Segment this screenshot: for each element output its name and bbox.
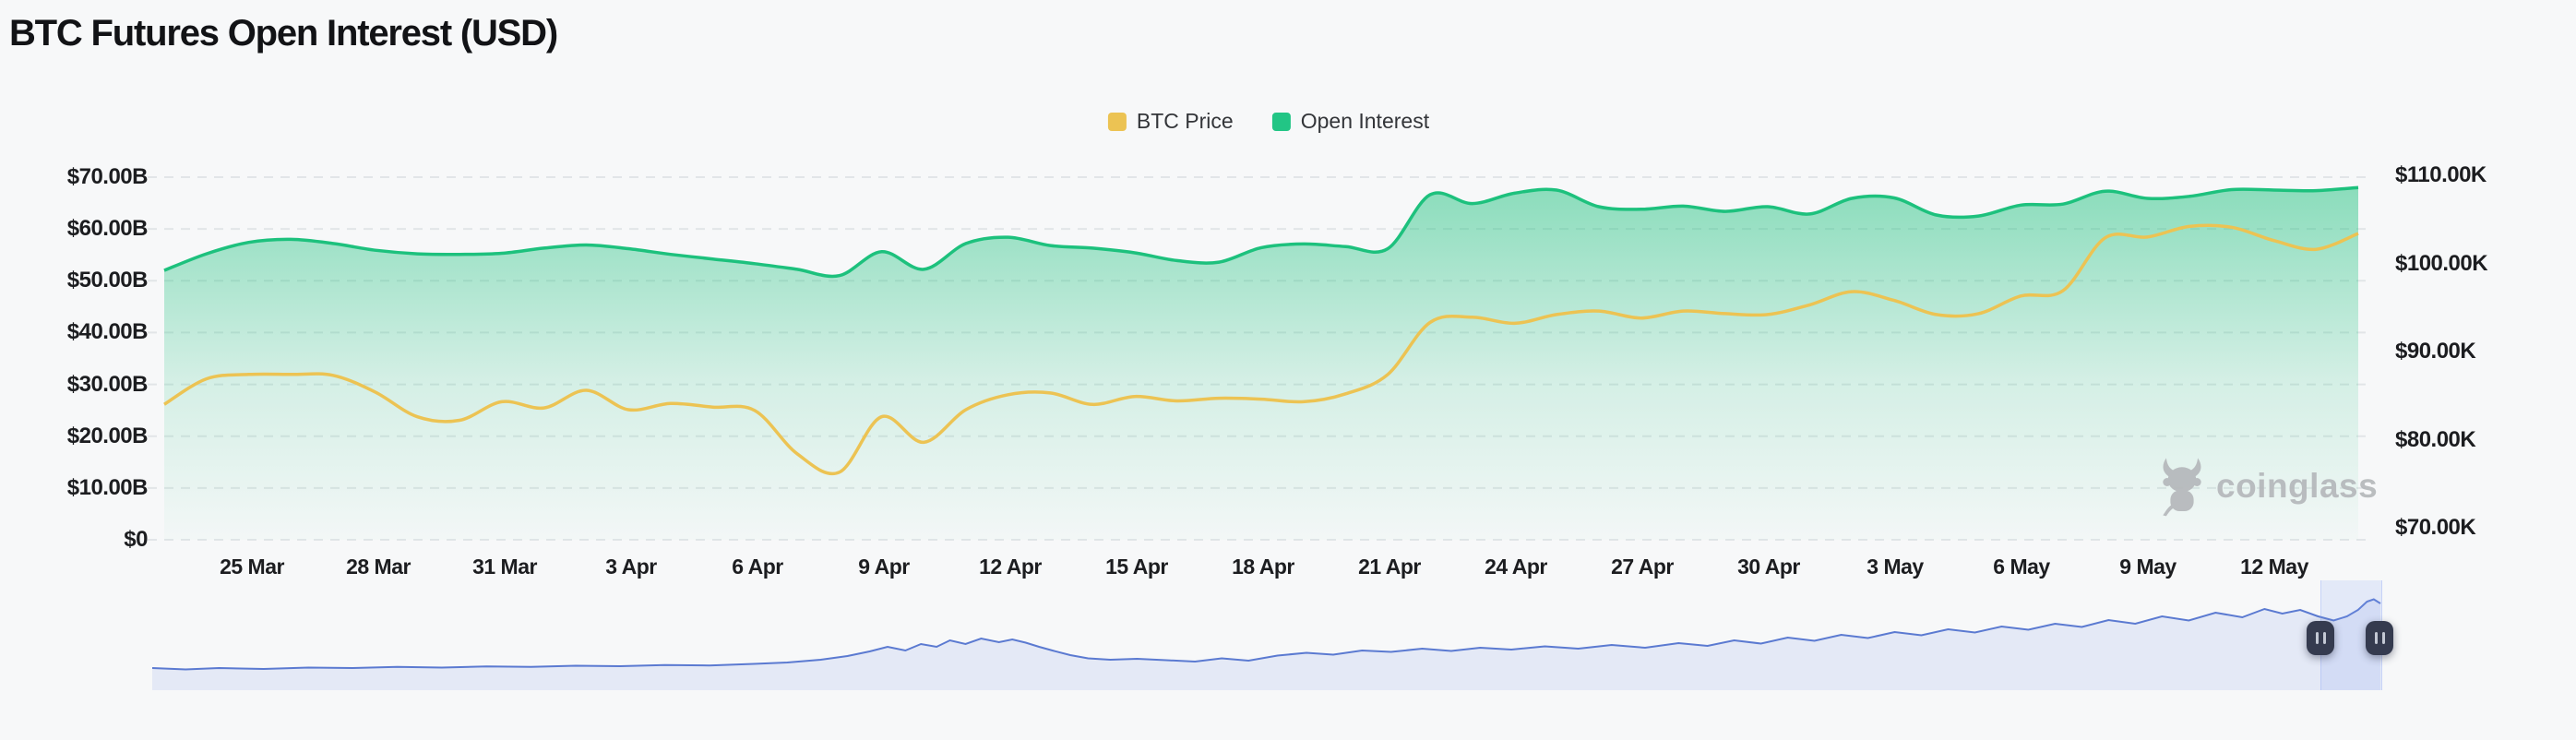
left-axis-tick: $40.00B <box>66 319 149 345</box>
left-axis-tick: $30.00B <box>66 371 149 397</box>
left-axis-tick: $20.00B <box>66 423 149 448</box>
right-axis-tick: $110.00K <box>2395 162 2487 187</box>
left-axis-tick: $50.00B <box>66 268 149 293</box>
watermark: coinglass <box>2157 456 2378 517</box>
coinglass-bull-icon <box>2163 458 2201 517</box>
legend: BTC Price Open Interest <box>1107 109 1430 134</box>
left-axis-tick: $60.00B <box>66 216 149 242</box>
navigator-line <box>151 598 2381 671</box>
right-axis-tick: $80.00K <box>2395 426 2476 452</box>
legend-swatch <box>1107 112 1127 131</box>
left-axis-tick: $10.00B <box>66 474 149 500</box>
right-axis-tick: $100.00K <box>2395 250 2488 276</box>
right-axis: $110.00K $100.00K $90.00K $80.00K $70.00K <box>2395 162 2570 541</box>
navigator-handle-right[interactable] <box>2366 621 2393 655</box>
legend-item[interactable]: BTC Price <box>1107 109 1234 134</box>
open-interest-area <box>164 187 2358 540</box>
navigator-handle-left[interactable] <box>2307 621 2334 655</box>
right-axis-tick: $90.00K <box>2395 339 2476 364</box>
pause-bars-icon <box>2315 632 2319 644</box>
open-interest-line <box>163 185 2359 279</box>
pause-bars-icon <box>2374 632 2378 644</box>
x-axis: 25 Mar 28 Mar 31 Mar 3 Apr 6 Apr 9 Apr 12 Apr 1… <box>220 555 2308 579</box>
left-axis-tick: $70.00B <box>66 164 149 189</box>
legend-item[interactable]: Open Interest <box>1271 109 1430 134</box>
legend-label: BTC Price <box>1136 109 1234 133</box>
btc-price-line <box>163 223 2359 476</box>
right-axis-tick: $70.00K <box>2395 515 2476 540</box>
legend-swatch <box>1271 112 1291 131</box>
legend-label: Open Interest <box>1300 109 1430 133</box>
left-axis-tick: $0 <box>124 526 148 552</box>
navigator-area[interactable] <box>152 599 2380 691</box>
watermark-text: coinglass <box>2216 467 2379 505</box>
page-title: BTC Futures Open Interest (USD) <box>9 13 558 54</box>
left-axis: $70.00B $60.00B $50.00B $40.00B $30.00B $20.0… <box>0 164 149 553</box>
